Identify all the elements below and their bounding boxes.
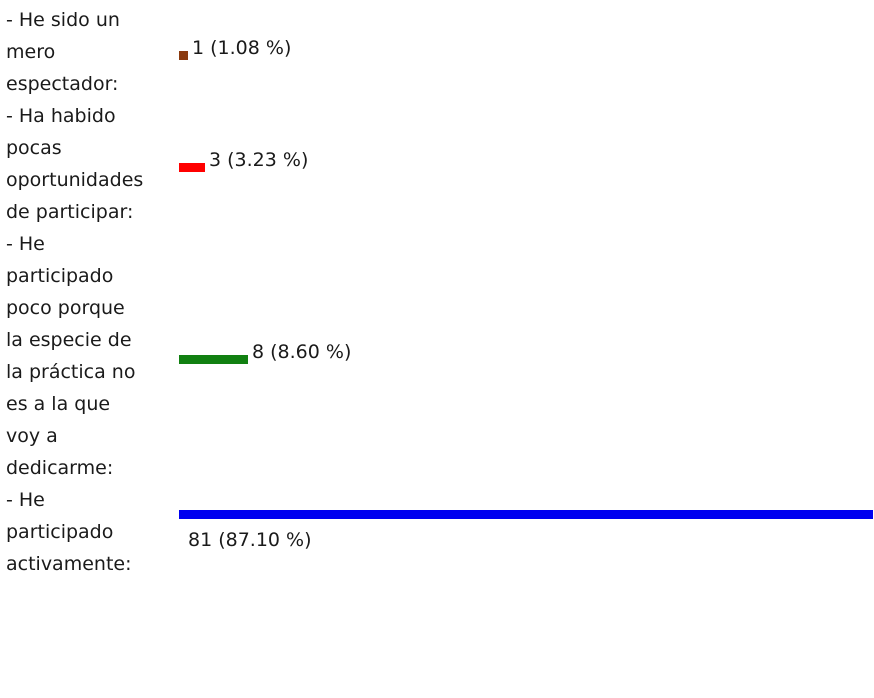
category-label-line: es a la que (6, 393, 111, 415)
category-label-line: de participar: (6, 201, 134, 223)
bar (179, 51, 188, 60)
bar (179, 510, 873, 519)
category-label-line: - He (6, 489, 45, 511)
bar (179, 163, 205, 172)
category-label-line: mero (6, 41, 56, 63)
data-label: 1 (1.08 %) (192, 37, 292, 59)
category-label-line: - Ha habido (6, 105, 116, 127)
category-label-line: - He sido un (6, 9, 120, 31)
bar (179, 355, 248, 364)
category-label: - He participado poco porque la especie de l… (6, 228, 174, 484)
category-label-line: la especie de (6, 329, 132, 351)
data-label: 81 (87.10 %) (188, 529, 312, 551)
data-label: 8 (8.60 %) (252, 341, 352, 363)
category-label: - He participado activamente: (6, 484, 174, 580)
category-label: - Ha habido pocas oportunidades de particip… (6, 100, 174, 228)
category-label-line: voy a (6, 425, 58, 447)
category-label: - He sido un mero espectador: (6, 4, 174, 100)
category-label-line: espectador: (6, 73, 119, 95)
category-label-line: poco porque (6, 297, 125, 319)
category-label-line: la práctica no (6, 361, 136, 383)
category-label-line: pocas (6, 137, 62, 159)
data-label: 3 (3.23 %) (209, 149, 309, 171)
category-label-line: activamente: (6, 553, 132, 575)
category-label-line: participado (6, 265, 114, 287)
category-label-line: participado (6, 521, 114, 543)
category-label-line: oportunidades (6, 169, 144, 191)
category-label-line: - He (6, 233, 45, 255)
category-label-line: dedicarme: (6, 457, 114, 479)
